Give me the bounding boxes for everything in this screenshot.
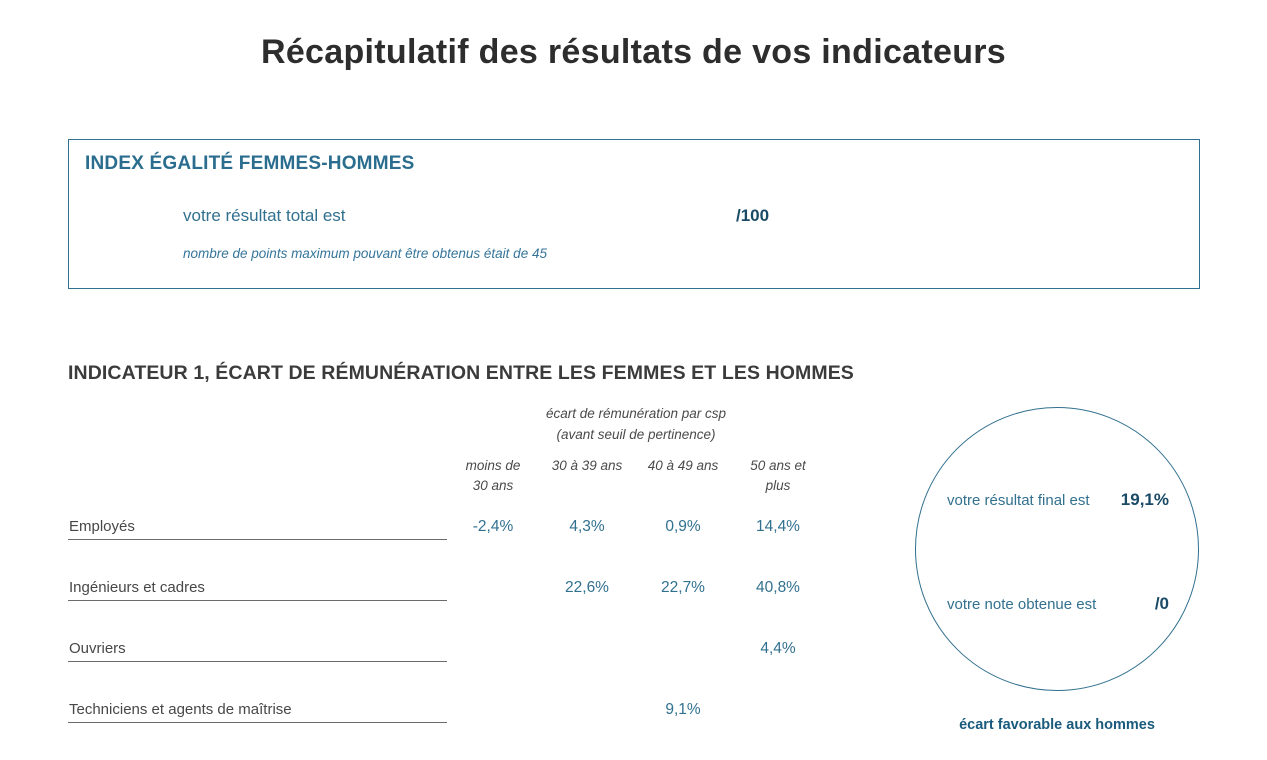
page-title: Récapitulatif des résultats de vos indic… (260, 33, 1007, 71)
group-header-line2: (avant seuil de pertinence) (556, 427, 716, 442)
row-label: Employés (68, 516, 447, 540)
table-group-header: écart de rémunération par csp (avant seu… (447, 403, 825, 445)
cell-value (447, 577, 539, 601)
column-header-30to39: 30 à 39 ans (539, 456, 635, 496)
table-row-techniciens: Techniciens et agents de maîtrise 9,1% (68, 699, 898, 723)
row-label: Ouvriers (68, 638, 447, 662)
cell-value: 0,9% (665, 518, 701, 535)
column-header-line: plus (765, 478, 791, 493)
column-header-line: 50 ans et (750, 458, 806, 473)
table-column-headers: moins de 30 ans 30 à 39 ans 40 à 49 ans … (68, 456, 898, 496)
table-rows: Employés -2,4% 4,3% 0,9% 14,4% Ingénieur… (68, 516, 898, 760)
column-header-40to49: 40 à 49 ans (635, 456, 731, 496)
indicator1-heading: INDICATEUR 1, ÉCART DE RÉMUNÉRATION ENTR… (68, 362, 854, 384)
column-header-spacer (68, 456, 447, 496)
note-obtained-value: /0 (1154, 594, 1169, 613)
cell-value: -2,4% (472, 518, 514, 535)
column-header-line: 40 à 49 ans (647, 458, 719, 473)
cell-value: 22,7% (661, 579, 705, 596)
cell-value: 4,4% (760, 640, 796, 657)
group-header-line1: écart de rémunération par csp (545, 406, 727, 421)
column-header-line: 30 ans (472, 478, 514, 493)
gap-direction-caption: écart favorable aux hommes (959, 717, 1155, 733)
column-header-line: 30 à 39 ans (551, 458, 623, 473)
cell-value (539, 699, 635, 723)
cell-value (447, 699, 539, 723)
column-header-under30: moins de 30 ans (447, 456, 539, 496)
cell-value (539, 638, 635, 662)
row-label: Ingénieurs et cadres (68, 577, 447, 601)
cell-value (447, 638, 539, 662)
table-row-ouvriers: Ouvriers 4,4% (68, 638, 898, 662)
cell-value: 40,8% (756, 579, 800, 596)
total-result-value: /100 (736, 206, 770, 225)
cell-value: 9,1% (665, 701, 701, 718)
note-obtained-row: votre note obtenue est /0 (947, 594, 1169, 614)
index-score-box: INDEX ÉGALITÉ FEMMES-HOMMES votre résult… (68, 139, 1200, 289)
cell-value (731, 699, 825, 723)
row-label: Techniciens et agents de maîtrise (68, 699, 447, 723)
total-result-row: votre résultat total est /100 (183, 206, 769, 226)
note-obtained-label: votre note obtenue est (947, 596, 1097, 613)
final-result-value: 19,1% (1120, 490, 1169, 509)
final-result-label: votre résultat final est (947, 492, 1090, 509)
result-circle: votre résultat final est 19,1% votre not… (915, 407, 1199, 691)
max-points-note: nombre de points maximum pouvant être ob… (183, 246, 547, 261)
column-header-line: moins de (465, 458, 521, 473)
final-result-row: votre résultat final est 19,1% (947, 490, 1169, 510)
column-header-50plus: 50 ans et plus (731, 456, 825, 496)
total-result-label: votre résultat total est (183, 206, 346, 225)
cell-value: 14,4% (756, 518, 800, 535)
cell-value: 22,6% (565, 579, 609, 596)
index-box-heading: INDEX ÉGALITÉ FEMMES-HOMMES (85, 153, 415, 174)
table-row-employes: Employés -2,4% 4,3% 0,9% 14,4% (68, 516, 898, 540)
table-row-ingenieurs-cadres: Ingénieurs et cadres 22,6% 22,7% 40,8% (68, 577, 898, 601)
cell-value: 4,3% (569, 518, 605, 535)
cell-value (635, 638, 731, 662)
